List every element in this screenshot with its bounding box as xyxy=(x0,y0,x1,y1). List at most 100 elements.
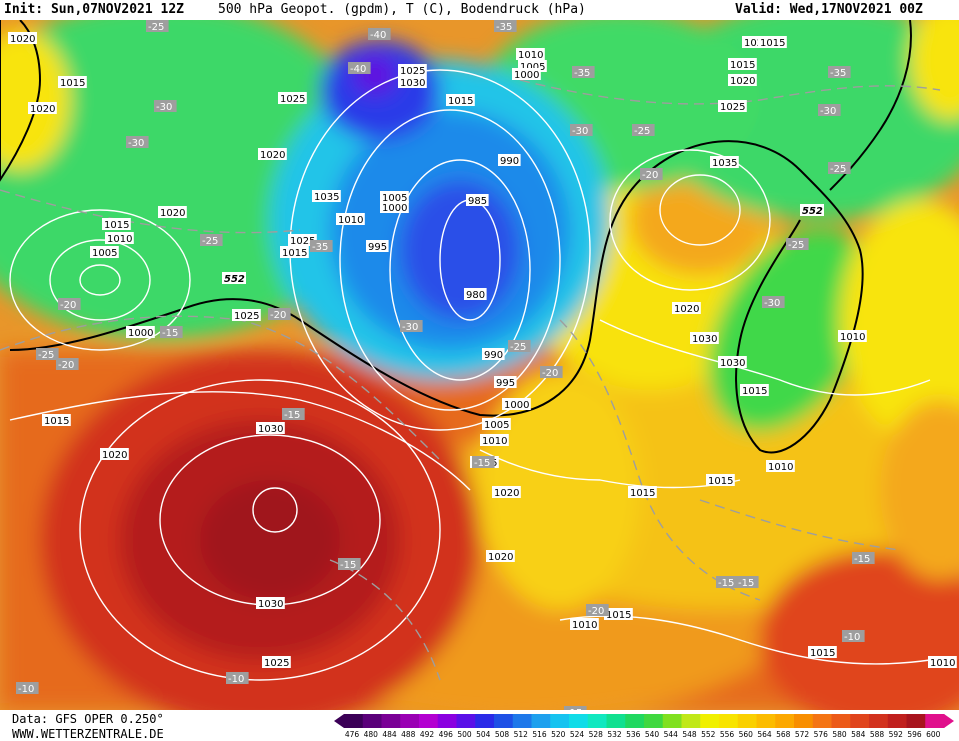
isobar-label-text: 1020 xyxy=(30,104,55,115)
isobar-label-text: 1030 xyxy=(720,358,745,369)
isotherm-label-text: -15 xyxy=(738,578,754,589)
valid-time: Valid: Wed,17NOV2021 00Z xyxy=(735,2,923,17)
color-scale-cell xyxy=(606,714,626,728)
color-scale-cell xyxy=(569,714,589,728)
isotherm-label-text: -20 xyxy=(588,606,604,617)
isobar-label-text: 1015 xyxy=(60,78,85,89)
isobar-label-text: 985 xyxy=(468,196,487,207)
isobar-label: 990 xyxy=(498,154,521,167)
website-credit: WWW.WETTERZENTRALE.DE xyxy=(12,727,164,741)
isobar-label: 1020 xyxy=(100,448,129,461)
color-scale-label: 568 xyxy=(776,730,791,739)
isobar-label-text: 1035 xyxy=(314,192,339,203)
color-scale-label: 500 xyxy=(457,730,472,739)
color-scale-label: 540 xyxy=(644,730,660,739)
isotherm-label-text: -20 xyxy=(542,368,558,379)
isotherm-label: -25 xyxy=(36,348,59,361)
color-scale-cell xyxy=(362,714,382,728)
isobar-label: 1015 xyxy=(280,246,309,259)
isobar-label-text: 1010 xyxy=(572,620,597,631)
isobar-label-text: 980 xyxy=(466,290,485,301)
isobar-label-text: 1010 xyxy=(482,436,507,447)
isobar-label: 1015 xyxy=(42,414,71,427)
isotherm-label: -20 xyxy=(540,366,563,379)
color-scale-cell xyxy=(512,714,532,728)
isotherm-label-text: -35 xyxy=(574,68,590,79)
isotherm-label-text: -30 xyxy=(764,298,780,309)
isobar-label-text: 1025 xyxy=(290,236,315,247)
contour-552-line-ne xyxy=(829,20,912,191)
color-scale-cell xyxy=(400,714,420,728)
isobar-label: 1020 xyxy=(672,302,701,315)
isobar-label-text: 1025 xyxy=(234,311,259,322)
isobar-label-text: 1025 xyxy=(400,66,425,77)
weather-map: 552 552 xyxy=(0,20,959,710)
color-scale-label: 556 xyxy=(719,730,735,739)
isobar-label-text: 1015 xyxy=(630,488,655,499)
contour-552-label-text: 552 xyxy=(224,274,245,285)
color-scale-label: 476 xyxy=(344,730,360,739)
color-scale-labels: 476 480 484 488 492 496 500 504 508 512 516 520 524 5… xyxy=(344,730,944,740)
isotherm-label-text: -15 xyxy=(474,458,490,469)
isotherm-label: -25 xyxy=(632,124,655,137)
isotherm-label: -20 xyxy=(586,604,609,617)
isotherm-label-text: -20 xyxy=(58,360,74,371)
isobar-label: 1030 xyxy=(690,332,719,345)
isotherm-label: -15 xyxy=(282,408,305,421)
isotherm-label: -10 xyxy=(842,630,865,643)
color-scale-bar xyxy=(334,714,954,728)
isobar-label-text: 1000 xyxy=(504,400,529,411)
isotherm-label: -40 xyxy=(368,28,391,41)
isotherm-label: -35 xyxy=(572,66,595,79)
color-scale-label: 492 xyxy=(419,730,435,739)
color-scale-label: 560 xyxy=(738,730,753,739)
color-scale-label: 480 xyxy=(363,730,378,739)
color-scale-cell xyxy=(437,714,457,728)
isobar-label: 1015 xyxy=(604,608,633,621)
isobar-label: 995 xyxy=(366,240,389,253)
isobar-label-text: 1015 xyxy=(730,60,755,71)
init-time: Init: Sun,07NOV2021 12Z xyxy=(4,2,185,17)
isotherm-label-text: -25 xyxy=(510,342,526,353)
isotherm-label: -30 xyxy=(570,124,593,137)
isotherm-label-text: -15 xyxy=(162,328,178,339)
color-scale-label: 496 xyxy=(438,730,453,739)
color-scale-label: 600 xyxy=(926,730,941,739)
isotherm-label-text: -10 xyxy=(844,632,860,643)
isobar-label: 1020 xyxy=(492,486,521,499)
isotherm-label: -25 xyxy=(146,20,169,33)
isobar-label-text: 990 xyxy=(484,350,503,361)
color-scale-cell xyxy=(925,714,945,728)
color-scale-label: 544 xyxy=(663,730,678,739)
isobar-label: 1020 xyxy=(258,148,287,161)
isotherm-label: -10 xyxy=(16,682,39,695)
footer-bar: Data: GFS OPER 0.250° WWW.WETTERZENTRALE… xyxy=(0,710,959,741)
isobar-label: 1000 xyxy=(380,201,409,214)
isotherm-label-text: -25 xyxy=(148,22,164,33)
isotherm-label-text: -30 xyxy=(572,126,588,137)
isobar-label-text: 1030 xyxy=(258,424,283,435)
isobar-label: 1015 xyxy=(628,486,657,499)
isobar-label: 1015 xyxy=(728,58,757,71)
isobar-label: 1030 xyxy=(718,356,747,369)
isobar-label-text: 1010 xyxy=(518,50,543,61)
color-scale-cell xyxy=(625,714,645,728)
color-scale-cell xyxy=(531,714,551,728)
isotherm-label-text: -10 xyxy=(228,674,244,685)
isobar-label-text: 1010 xyxy=(338,215,363,226)
isobar-label-text: 1015 xyxy=(44,416,69,427)
isotherm-label-text: -30 xyxy=(128,138,144,149)
color-scale-cell xyxy=(831,714,851,728)
weather-map-canvas: 552 552 xyxy=(0,20,959,710)
isotherm-label-text: -30 xyxy=(156,102,172,113)
isobar-label-text: 1000 xyxy=(382,203,407,214)
color-scale-cell xyxy=(550,714,570,728)
contour-552-label-east: 552 xyxy=(800,204,824,217)
isotherm-label-text: -35 xyxy=(496,22,512,33)
isobar-label-text: 1020 xyxy=(744,38,769,49)
color-scale-label: 524 xyxy=(569,730,585,739)
isotherm-label: -30 xyxy=(762,296,785,309)
isobar-label: 1000 xyxy=(502,398,531,411)
isobar-label-text: 1005 xyxy=(382,193,407,204)
isobar-label: 995 xyxy=(494,376,517,389)
